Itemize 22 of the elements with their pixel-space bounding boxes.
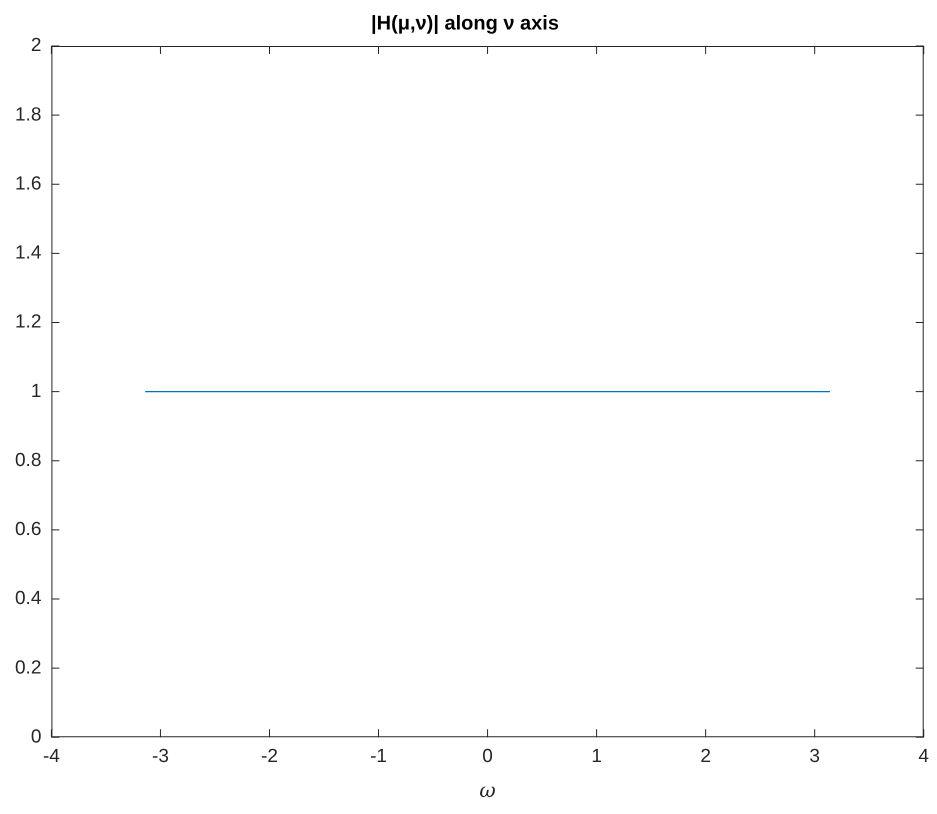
y-tick-label: 0.4: [14, 588, 42, 610]
y-tick-label: 1.2: [14, 312, 42, 333]
y-tick-label: 0.8: [14, 450, 42, 471]
x-tick-label: -2: [261, 746, 278, 767]
x-tick-label: 1: [591, 746, 602, 767]
y-tick-label: 1.4: [14, 242, 42, 264]
x-tick-label: 3: [809, 746, 820, 767]
y-tick-label: 0.2: [14, 657, 42, 678]
y-tick-label: 0.6: [14, 519, 42, 540]
x-tick-label: 4: [918, 746, 930, 767]
x-tick-label: -3: [152, 746, 169, 767]
x-tick-label: 2: [700, 746, 711, 767]
chart-title: |H(μ,ν)| along ν axis: [371, 12, 559, 35]
x-axis-title: ω: [479, 778, 496, 802]
y-tick-label: 1.6: [14, 173, 42, 194]
x-tick-label: 0: [482, 746, 493, 767]
x-tick-label: -1: [370, 746, 387, 767]
y-tick-label: 2: [30, 35, 42, 56]
y-tick-label: 1: [30, 380, 42, 402]
y-tick-label: 1.8: [14, 104, 42, 126]
x-tick-label: -4: [42, 746, 60, 767]
y-tick-label: 0: [30, 726, 42, 748]
